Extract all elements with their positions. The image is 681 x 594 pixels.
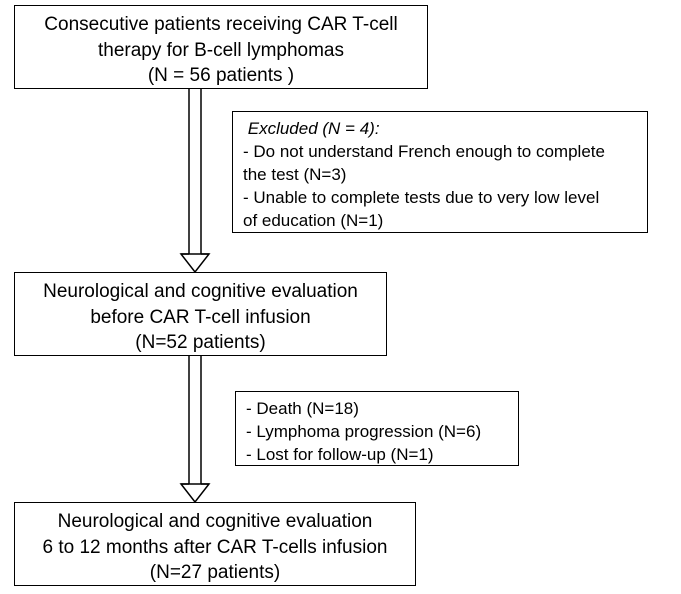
- node-text: (N=52 patients): [25, 330, 376, 356]
- exclusion-item: - Do not understand French enough to com…: [243, 141, 637, 164]
- flow-node-followup-eval: Neurological and cognitive evaluation 6 …: [14, 502, 416, 586]
- flow-arrow-1: [175, 89, 215, 272]
- exclusion-item: - Lost for follow-up (N=1): [246, 444, 508, 467]
- flow-node-enrollment: Consecutive patients receiving CAR T-cel…: [14, 5, 428, 89]
- node-text: therapy for B-cell lymphomas: [25, 38, 417, 64]
- node-text: Consecutive patients receiving CAR T-cel…: [25, 12, 417, 38]
- exclusion-header: Excluded (N = 4):: [243, 118, 637, 141]
- node-text: 6 to 12 months after CAR T-cells infusio…: [25, 535, 405, 561]
- exclusion-item: - Death (N=18): [246, 398, 508, 421]
- flow-node-exclusion-2: - Death (N=18) - Lymphoma progression (N…: [235, 391, 519, 466]
- node-text: (N=27 patients): [25, 560, 405, 586]
- node-text: Neurological and cognitive evaluation: [25, 509, 405, 535]
- flow-node-exclusion-1: Excluded (N = 4): - Do not understand Fr…: [232, 111, 648, 233]
- exclusion-item: of education (N=1): [243, 210, 637, 233]
- exclusion-item: - Lymphoma progression (N=6): [246, 421, 508, 444]
- node-text: (N = 56 patients ): [25, 63, 417, 89]
- exclusion-item: the test (N=3): [243, 164, 637, 187]
- node-text: before CAR T-cell infusion: [25, 305, 376, 331]
- flow-node-baseline-eval: Neurological and cognitive evaluation be…: [14, 272, 387, 356]
- flow-arrow-2: [175, 356, 215, 502]
- exclusion-item: - Unable to complete tests due to very l…: [243, 187, 637, 210]
- node-text: Neurological and cognitive evaluation: [25, 279, 376, 305]
